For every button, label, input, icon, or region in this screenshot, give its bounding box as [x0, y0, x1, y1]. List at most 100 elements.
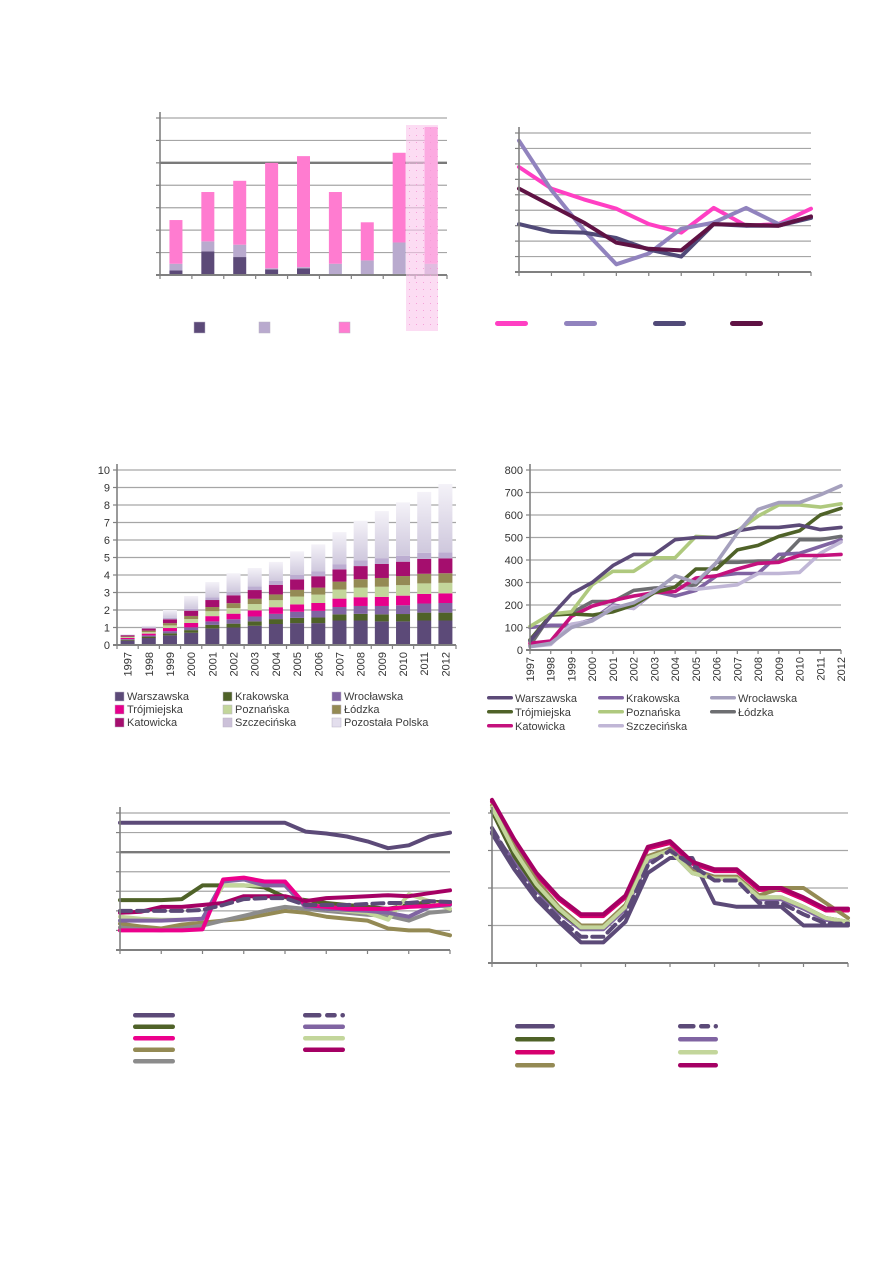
- bar-segment: [268, 619, 283, 624]
- bar-segment: [201, 241, 215, 252]
- bar-segment: [311, 623, 326, 645]
- legend-swatch: [258, 321, 271, 334]
- bar-segment: [438, 603, 453, 613]
- bar-segment: [396, 595, 411, 606]
- x-axis-label: 1998: [546, 657, 558, 681]
- bar-segment: [201, 251, 215, 275]
- bar-segment: [311, 594, 326, 603]
- legend-swatch: [515, 1063, 555, 1068]
- bar-segment: [120, 639, 135, 640]
- series-lines: [490, 797, 850, 945]
- legend: [133, 1013, 345, 1064]
- legend-label: Wrocławska: [738, 693, 798, 705]
- legend-swatch: [303, 1036, 345, 1041]
- bar-segment: [226, 627, 241, 645]
- legend-label: Pozostała Polska: [344, 717, 429, 729]
- y-axis-label: 8: [104, 500, 110, 512]
- bar-segment: [120, 634, 135, 635]
- bar-segment: [226, 608, 241, 614]
- legend-swatch: [114, 717, 125, 728]
- legend-swatch: [515, 1024, 555, 1029]
- legend-swatch: [487, 696, 513, 700]
- x-axis-label: 2010: [398, 652, 410, 676]
- series-dashed-purple-line: [490, 826, 850, 939]
- bar-segment: [311, 587, 326, 595]
- series-pink-line: [517, 165, 813, 235]
- series-medium-purple-line: [517, 138, 813, 267]
- chart-regions-cumulative-lines: 1997 1998 1999 2000 2001 2002 2003 2004 2005 2006…: [470, 455, 872, 747]
- bar-segment: [162, 625, 177, 629]
- y-axis-label: 5: [104, 553, 110, 565]
- x-axis-label: 2008: [753, 657, 765, 681]
- series-lines: [528, 483, 843, 649]
- bar-segment: [233, 180, 247, 245]
- bar-segment: [417, 558, 432, 574]
- y-axis-label: 10: [98, 465, 110, 477]
- x-axis-label: 2007: [732, 657, 744, 681]
- legend-swatch: [598, 710, 624, 714]
- bar-segment: [162, 619, 177, 624]
- bar-segment: [332, 569, 347, 582]
- bar-segment: [438, 573, 453, 583]
- bar-segment: [396, 614, 411, 622]
- legend-swatch: [710, 710, 736, 714]
- legend-swatch: [133, 1024, 175, 1029]
- bar-segment: [392, 242, 406, 274]
- legend-swatch: [331, 691, 342, 702]
- legend: [193, 321, 351, 334]
- legend-label: Szczecińska: [626, 721, 688, 733]
- legend: [515, 1024, 718, 1068]
- bar-segment: [332, 598, 347, 608]
- x-axis-label: 1999: [566, 657, 578, 681]
- chart-housing-stock-stacked-bar: 1997 1998 1999 2000 2001 2002 2003 2004 2005 2006…: [80, 455, 472, 747]
- legend-swatch: [222, 717, 233, 728]
- legend-label: Warszawska: [127, 691, 190, 703]
- bar-segment: [205, 616, 220, 622]
- legend-swatch: [193, 321, 206, 334]
- legend-swatch: [487, 724, 513, 728]
- bar-segment: [247, 604, 262, 611]
- bar-segment: [141, 635, 156, 637]
- legend-swatch: [303, 1047, 345, 1052]
- chart-canvas: 1997 1998 1999 2000 2001 2002 2003 2004 2005 2006…: [98, 464, 457, 729]
- bar-segment: [424, 126, 438, 264]
- legend-swatch: [487, 710, 513, 714]
- bar-segment: [162, 623, 177, 626]
- bar-segment: [162, 631, 177, 634]
- bar-segment: [184, 615, 199, 620]
- x-axis-label: 2009: [774, 657, 786, 681]
- bar-segment: [184, 632, 199, 645]
- series-dashed-purple-line: [118, 896, 452, 913]
- bar-segment: [169, 270, 183, 275]
- bar-segment: [417, 593, 432, 604]
- bar-segment: [374, 586, 389, 597]
- bar-segment: [226, 619, 241, 624]
- bar-segment: [184, 619, 199, 623]
- bar-segment: [290, 551, 305, 575]
- bar-segment: [290, 579, 305, 590]
- bar-segment: [311, 576, 326, 588]
- bar-segment: [201, 192, 215, 242]
- y-axis-label: 200: [505, 600, 523, 612]
- bar-segment: [290, 596, 305, 605]
- bar-segment: [268, 584, 283, 595]
- legend-swatch: [564, 321, 597, 326]
- bar-segment: [233, 257, 247, 275]
- bar-segment: [374, 596, 389, 606]
- bar-segment: [184, 622, 199, 628]
- bar-segment: [247, 625, 262, 645]
- legend-swatch: [678, 1037, 718, 1042]
- bar-segment: [290, 617, 305, 624]
- y-axis-label: 600: [505, 510, 523, 522]
- chart-canvas: [116, 807, 452, 1064]
- legend-label: Trójmiejska: [515, 707, 572, 719]
- bar-segment: [438, 582, 453, 594]
- series-lines: [517, 138, 813, 267]
- bar-segment: [374, 605, 389, 615]
- bar-segment: [396, 585, 411, 596]
- x-axis-label: 2001: [608, 657, 620, 681]
- bar-segment: [290, 589, 305, 597]
- bar-segment: [226, 595, 241, 604]
- bar-segment: [328, 263, 342, 275]
- bar-segment: [247, 616, 262, 622]
